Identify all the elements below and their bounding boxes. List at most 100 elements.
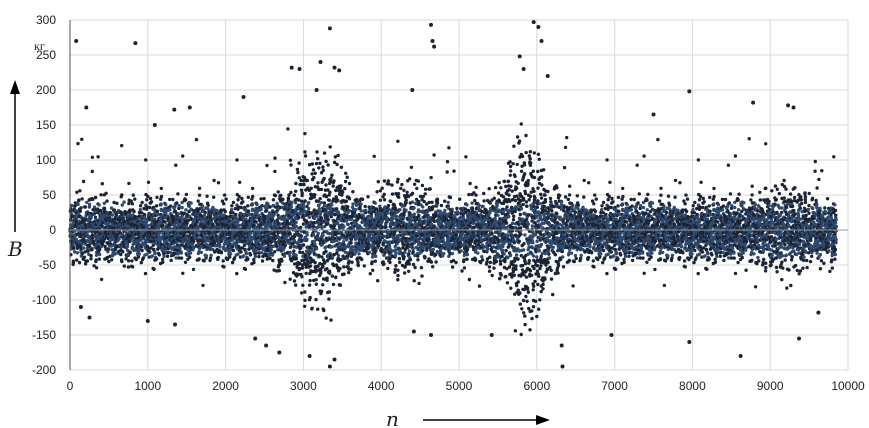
- data-point: [373, 201, 377, 205]
- data-point: [299, 188, 304, 192]
- data-point: [110, 258, 114, 262]
- data-point: [97, 203, 101, 207]
- data-point: [294, 253, 298, 257]
- data-point: [305, 220, 309, 224]
- data-point: [219, 251, 224, 255]
- data-point: [362, 264, 366, 268]
- data-point: [294, 189, 298, 193]
- data-point: [319, 216, 324, 220]
- data-point: [71, 261, 76, 265]
- data-point: [294, 220, 298, 225]
- data-point: [120, 259, 124, 264]
- data-point: [372, 154, 376, 158]
- data-point: [374, 254, 378, 258]
- data-point: [149, 200, 154, 204]
- data-point: [278, 262, 282, 267]
- data-point: [394, 251, 398, 255]
- data-point: [387, 182, 391, 186]
- data-point: [188, 255, 192, 259]
- data-point: [303, 154, 308, 158]
- data-point: [423, 255, 427, 259]
- data-point: [385, 211, 390, 215]
- data-point: [345, 254, 350, 258]
- data-point: [154, 204, 159, 208]
- data-point: [307, 201, 311, 205]
- data-point: [152, 247, 156, 252]
- data-point: [126, 265, 131, 269]
- data-point: [257, 254, 261, 259]
- data-point: [312, 175, 316, 180]
- data-point: [386, 179, 390, 183]
- data-point: [307, 215, 311, 219]
- data-point: [108, 210, 113, 215]
- data-point: [374, 249, 378, 253]
- data-point: [382, 198, 387, 202]
- data-point: [439, 203, 444, 208]
- data-point: [324, 159, 328, 164]
- data-point: [445, 160, 450, 164]
- data-point: [376, 244, 381, 248]
- data-point: [425, 246, 429, 251]
- data-point: [271, 198, 276, 202]
- data-point: [429, 175, 433, 180]
- data-point: [252, 260, 256, 265]
- data-point: [246, 195, 250, 199]
- data-point: [146, 223, 150, 228]
- data-point: [335, 238, 339, 243]
- data-point: [86, 249, 90, 253]
- data-point: [301, 250, 305, 255]
- data-point: [90, 247, 94, 252]
- data-point: [231, 200, 236, 205]
- data-point: [159, 202, 163, 206]
- data-point: [236, 198, 240, 202]
- data-points: [68, 20, 838, 369]
- data-point: [239, 250, 243, 254]
- data-point: [342, 265, 346, 269]
- data-point: [75, 190, 79, 194]
- data-point: [344, 171, 348, 175]
- data-point: [272, 250, 277, 254]
- data-point: [335, 162, 339, 167]
- data-point: [141, 256, 145, 260]
- data-point: [412, 212, 416, 216]
- data-point: [302, 182, 306, 187]
- data-point: [301, 283, 305, 287]
- data-point: [326, 163, 330, 167]
- data-point: [146, 180, 151, 184]
- data-point: [402, 213, 406, 217]
- data-point: [155, 213, 160, 217]
- data-point: [297, 161, 301, 165]
- data-point: [313, 193, 317, 197]
- data-point: [109, 206, 114, 210]
- data-point: [280, 259, 284, 263]
- data-point: [359, 202, 363, 206]
- data-point: [75, 221, 79, 225]
- data-point: [277, 269, 281, 273]
- data-point: [92, 264, 96, 268]
- data-point: [85, 259, 90, 263]
- data-point: [330, 203, 334, 207]
- data-point: [339, 257, 343, 262]
- data-point: [97, 252, 102, 257]
- data-point: [371, 268, 375, 272]
- data-point: [359, 209, 363, 213]
- data-point: [315, 214, 319, 218]
- data-point: [112, 208, 117, 212]
- data-point: [316, 307, 320, 311]
- data-point: [339, 165, 344, 169]
- data-point: [435, 201, 440, 205]
- data-point: [351, 202, 355, 206]
- data-point: [154, 257, 159, 261]
- data-point: [396, 139, 400, 143]
- data-point: [321, 265, 325, 269]
- data-point: [345, 175, 349, 179]
- data-point: [321, 165, 325, 169]
- data-point: [161, 260, 165, 264]
- data-point: [130, 259, 134, 263]
- data-point: [197, 186, 202, 190]
- data-point: [91, 239, 96, 243]
- data-point: [448, 195, 453, 200]
- data-point: [319, 187, 324, 192]
- data-point: [174, 163, 178, 167]
- data-point: [450, 207, 454, 211]
